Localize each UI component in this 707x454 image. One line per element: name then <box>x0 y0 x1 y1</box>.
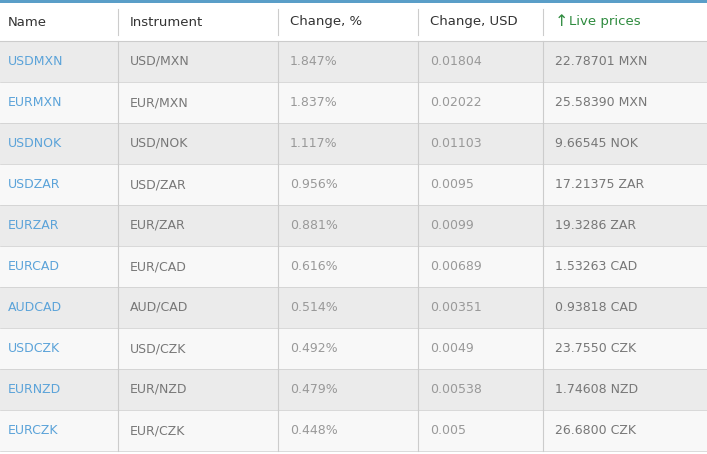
Text: USD/MXN: USD/MXN <box>130 55 189 68</box>
Text: 0.514%: 0.514% <box>290 301 338 314</box>
Text: EUR/ZAR: EUR/ZAR <box>130 219 186 232</box>
Text: 0.0099: 0.0099 <box>430 219 474 232</box>
Bar <box>0 164 707 205</box>
Text: USD/ZAR: USD/ZAR <box>130 178 187 191</box>
Text: 0.881%: 0.881% <box>290 219 338 232</box>
Text: EURNZD: EURNZD <box>8 383 62 396</box>
Text: Instrument: Instrument <box>130 15 203 29</box>
Text: USDMXN: USDMXN <box>8 55 64 68</box>
Bar <box>0 369 707 410</box>
Text: Change, %: Change, % <box>290 15 362 29</box>
Text: EURCZK: EURCZK <box>8 424 59 437</box>
Bar <box>0 123 707 164</box>
Text: EUR/NZD: EUR/NZD <box>130 383 187 396</box>
Text: 0.616%: 0.616% <box>290 260 338 273</box>
Text: 0.01103: 0.01103 <box>430 137 481 150</box>
Bar <box>0 328 707 369</box>
Text: 0.492%: 0.492% <box>290 342 338 355</box>
Text: 25.58390 MXN: 25.58390 MXN <box>555 96 648 109</box>
Text: 0.93818 CAD: 0.93818 CAD <box>555 301 638 314</box>
Text: 0.00689: 0.00689 <box>430 260 481 273</box>
Text: 19.3286 ZAR: 19.3286 ZAR <box>555 219 636 232</box>
Bar <box>0 82 707 123</box>
Text: Name: Name <box>8 15 47 29</box>
Text: 26.6800 CZK: 26.6800 CZK <box>555 424 636 437</box>
Text: 0.00351: 0.00351 <box>430 301 481 314</box>
Text: 22.78701 MXN: 22.78701 MXN <box>555 55 648 68</box>
Text: AUDCAD: AUDCAD <box>8 301 62 314</box>
Text: EUR/CZK: EUR/CZK <box>130 424 185 437</box>
Text: 1.117%: 1.117% <box>290 137 338 150</box>
Text: 0.005: 0.005 <box>430 424 466 437</box>
Bar <box>0 205 707 246</box>
Text: USDZAR: USDZAR <box>8 178 61 191</box>
Text: 0.0049: 0.0049 <box>430 342 474 355</box>
Text: EUR/MXN: EUR/MXN <box>130 96 189 109</box>
Text: 0.448%: 0.448% <box>290 424 338 437</box>
Text: 1.53263 CAD: 1.53263 CAD <box>555 260 637 273</box>
Text: 1.74608 NZD: 1.74608 NZD <box>555 383 638 396</box>
Text: EURMXN: EURMXN <box>8 96 62 109</box>
Text: 9.66545 NOK: 9.66545 NOK <box>555 137 638 150</box>
Text: 1.847%: 1.847% <box>290 55 338 68</box>
Bar <box>0 246 707 287</box>
Text: 0.479%: 0.479% <box>290 383 338 396</box>
Text: 0.0095: 0.0095 <box>430 178 474 191</box>
Text: EUR/CAD: EUR/CAD <box>130 260 187 273</box>
Text: USDCZK: USDCZK <box>8 342 60 355</box>
Text: 0.02022: 0.02022 <box>430 96 481 109</box>
Text: EURZAR: EURZAR <box>8 219 59 232</box>
Text: USD/NOK: USD/NOK <box>130 137 188 150</box>
Text: Change, USD: Change, USD <box>430 15 518 29</box>
Text: 17.21375 ZAR: 17.21375 ZAR <box>555 178 644 191</box>
Text: ↑: ↑ <box>555 15 568 30</box>
Text: 0.956%: 0.956% <box>290 178 338 191</box>
Text: Live prices: Live prices <box>569 15 641 29</box>
Text: EURCAD: EURCAD <box>8 260 60 273</box>
Text: USD/CZK: USD/CZK <box>130 342 187 355</box>
Bar <box>0 410 707 451</box>
Text: 0.00538: 0.00538 <box>430 383 482 396</box>
Text: 0.01804: 0.01804 <box>430 55 481 68</box>
Text: 23.7550 CZK: 23.7550 CZK <box>555 342 636 355</box>
Bar <box>0 41 707 82</box>
Bar <box>0 287 707 328</box>
Text: AUD/CAD: AUD/CAD <box>130 301 188 314</box>
Bar <box>0 3 707 41</box>
Text: USDNOK: USDNOK <box>8 137 62 150</box>
Text: 1.837%: 1.837% <box>290 96 338 109</box>
Bar <box>0 0 707 3</box>
